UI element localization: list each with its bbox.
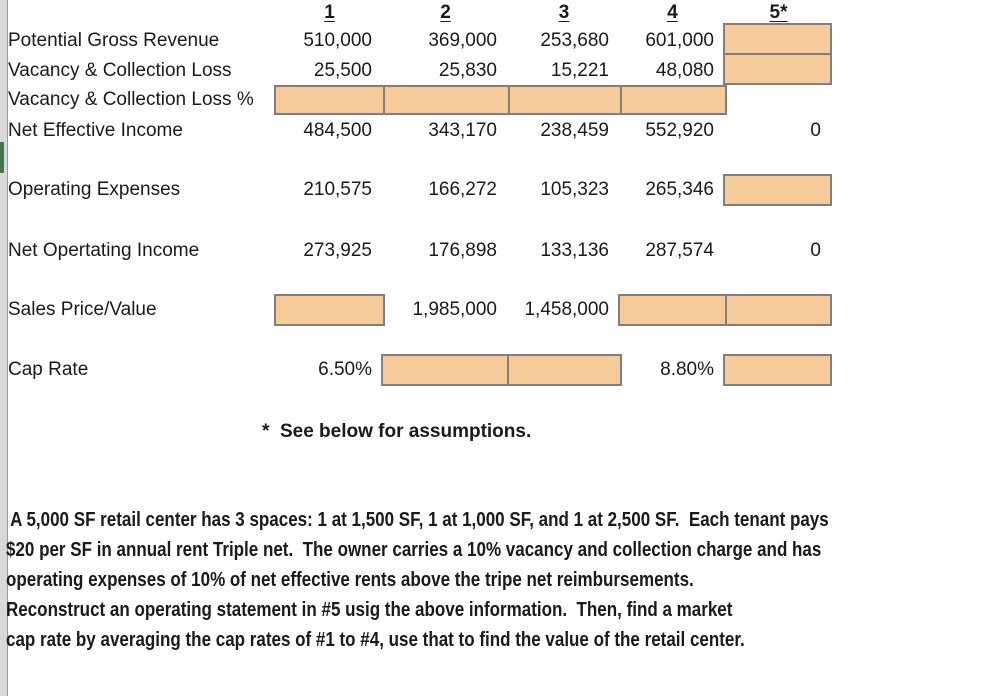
input-cell-cap-col3[interactable] (507, 354, 622, 386)
col-header-2: 2 (440, 2, 451, 23)
left-gutter (0, 0, 8, 696)
col-header-5: 5* (769, 2, 788, 23)
cell-pgr-col2: 369,000 (428, 30, 497, 51)
cell-nei-col2: 343,170 (428, 120, 497, 141)
input-cell-pgr-col5[interactable] (723, 23, 832, 55)
problem-statement-line-4: Reconstruct an operating statement in #5… (6, 599, 733, 621)
row-label-net-operating-income: Net Opertating Income (8, 240, 200, 261)
input-cell-opex-col5[interactable] (723, 174, 832, 206)
cell-vcl-col2: 25,830 (438, 60, 497, 81)
row-label-sales-price-value: Sales Price/Value (8, 299, 157, 320)
cell-pgr-col1: 510,000 (303, 30, 372, 51)
cell-opex-col3: 105,323 (540, 179, 609, 200)
input-cell-spv-col1[interactable] (274, 294, 385, 326)
col-header-4: 4 (667, 2, 678, 23)
cell-pgr-col3: 253,680 (540, 30, 609, 51)
input-cell-vclpct-col1[interactable] (274, 85, 385, 115)
cell-opex-col1: 210,575 (303, 179, 372, 200)
cell-nei-col5: 0 (810, 120, 821, 141)
row-label-operating-expenses: Operating Expenses (8, 179, 181, 200)
col-header-1: 1 (324, 2, 335, 23)
assumptions-note: * See below for assumptions. (262, 421, 532, 442)
cell-noi-col5: 0 (810, 240, 821, 261)
green-strip (0, 142, 4, 173)
cell-noi-col3: 133,136 (540, 240, 609, 261)
cell-nei-col1: 484,500 (303, 120, 372, 141)
input-cell-spv-col5[interactable] (725, 294, 832, 326)
problem-statement-line-5: cap rate by averaging the cap rates of #… (6, 629, 745, 651)
cell-nei-col4: 552,920 (645, 120, 714, 141)
cell-opex-col2: 166,272 (428, 179, 497, 200)
cell-vcl-col1: 25,500 (313, 60, 372, 81)
cell-vcl-col3: 15,221 (550, 60, 609, 81)
cell-opex-col4: 265,346 (645, 179, 714, 200)
cell-noi-col4: 287,574 (645, 240, 714, 261)
input-cell-cap-col2[interactable] (381, 354, 509, 386)
row-label-potential-gross-revenue: Potential Gross Revenue (8, 30, 220, 51)
col-header-3: 3 (558, 2, 570, 23)
cell-spv-col3: 1,458,000 (524, 299, 609, 320)
problem-statement-line-1: A 5,000 SF retail center has 3 spaces: 1… (6, 509, 829, 531)
problem-statement: A 5,000 SF retail center has 3 spaces: 1… (6, 505, 982, 655)
row-label-vacancy-collection-loss: Vacancy & Collection Loss (8, 60, 232, 81)
problem-statement-line-3: operating expenses of 10% of net effecti… (6, 569, 694, 591)
row-label-cap-rate: Cap Rate (8, 359, 89, 380)
cell-pgr-col4: 601,000 (645, 30, 714, 51)
cell-noi-col1: 273,925 (303, 240, 372, 261)
input-cell-vclpct-col3[interactable] (508, 85, 622, 115)
row-label-vacancy-collection-loss-pct: Vacancy & Collection Loss % (8, 89, 254, 110)
input-cell-spv-col4[interactable] (618, 294, 727, 326)
problem-statement-line-2: $20 per SF in annual rent Triple net. Th… (6, 539, 822, 561)
row-label-net-effective-income: Net Effective Income (8, 120, 183, 141)
cell-vcl-col4: 48,080 (655, 60, 714, 81)
input-cell-vclpct-col2[interactable] (383, 85, 510, 115)
cell-noi-col2: 176,898 (428, 240, 497, 261)
input-cell-vclpct-col4[interactable] (620, 85, 727, 115)
cell-nei-col3: 238,459 (540, 120, 609, 141)
input-cell-vcl-col5[interactable] (723, 53, 832, 85)
cell-spv-col2: 1,985,000 (412, 299, 497, 320)
input-cell-cap-col5[interactable] (723, 354, 832, 386)
cell-cap-col4: 8.80% (660, 359, 714, 380)
cell-cap-col1: 6.50% (318, 359, 372, 380)
